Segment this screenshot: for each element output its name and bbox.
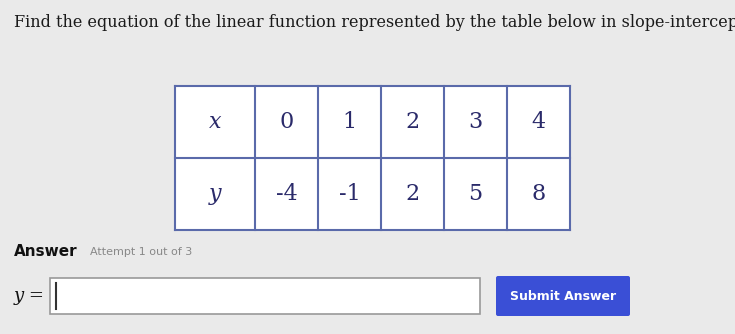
FancyBboxPatch shape bbox=[496, 276, 630, 316]
Text: y: y bbox=[209, 183, 221, 205]
Text: Submit Answer: Submit Answer bbox=[510, 290, 616, 303]
Text: x: x bbox=[209, 111, 221, 133]
Text: Answer: Answer bbox=[14, 244, 78, 260]
Text: 1: 1 bbox=[343, 111, 356, 133]
Bar bbox=[175, 86, 570, 230]
Text: 2: 2 bbox=[406, 111, 420, 133]
Text: 8: 8 bbox=[531, 183, 545, 205]
Text: 4: 4 bbox=[531, 111, 545, 133]
Text: 2: 2 bbox=[406, 183, 420, 205]
Text: Attempt 1 out of 3: Attempt 1 out of 3 bbox=[90, 247, 193, 257]
Text: -4: -4 bbox=[276, 183, 298, 205]
Text: 5: 5 bbox=[468, 183, 483, 205]
Bar bbox=[50, 278, 480, 314]
Text: Find the equation of the linear function represented by the table below in slope: Find the equation of the linear function… bbox=[14, 14, 735, 31]
Text: -1: -1 bbox=[339, 183, 360, 205]
Text: 3: 3 bbox=[468, 111, 483, 133]
Text: y =: y = bbox=[14, 287, 45, 305]
Text: 0: 0 bbox=[279, 111, 293, 133]
